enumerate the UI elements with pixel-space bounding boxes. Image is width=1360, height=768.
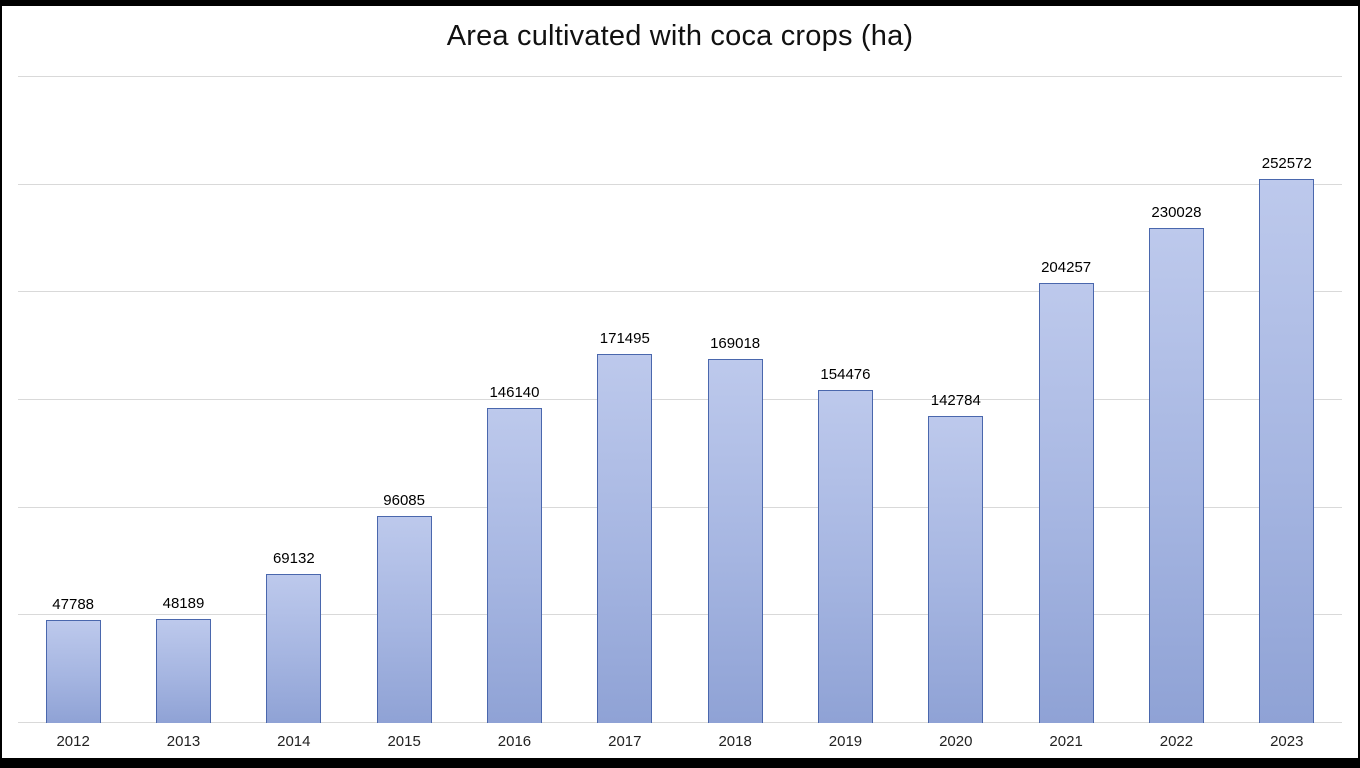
x-axis-label: 2023 [1270, 733, 1304, 750]
bar [486, 408, 542, 723]
x-axis-label: 2018 [718, 733, 752, 750]
bar-group: 154476 [790, 77, 900, 723]
bar-value-label: 142784 [930, 391, 981, 409]
bar-group: 96085 [349, 77, 459, 723]
gridline [18, 506, 1342, 508]
bar-value-label: 252572 [1261, 155, 1312, 173]
x-axis-label: 2015 [387, 733, 421, 750]
x-axis-label: 2013 [166, 733, 201, 750]
bar-value-label: 204257 [1041, 259, 1092, 277]
gridline [18, 722, 1342, 723]
bar-group: 230028 [1121, 77, 1231, 723]
bar [266, 574, 322, 723]
bar-group: 169018 [680, 77, 790, 723]
bar [928, 415, 984, 723]
bar [45, 620, 101, 723]
bar-value-label: 146140 [489, 384, 540, 402]
bar-group: 146140 [459, 77, 569, 723]
bar [155, 619, 211, 723]
plot-area: 47788 48189 69132 96085 146140 171495 169018 15… [18, 76, 1342, 723]
bar-value-label: 69132 [272, 550, 315, 568]
bar-series: 47788 48189 69132 96085 146140 171495 169018 15… [18, 77, 1342, 723]
x-axis-labels: 2012 2013 2014 2015 2016 2017 2018 2019 2020 2021… [18, 723, 1342, 750]
bar-value-label: 171495 [599, 329, 650, 347]
bar-value-label: 47788 [52, 596, 95, 614]
gridline [18, 614, 1342, 616]
x-axis-label: 2019 [828, 733, 863, 750]
x-axis-label: 2016 [497, 733, 532, 750]
x-axis-label: 2012 [56, 733, 90, 750]
gridline [18, 291, 1342, 293]
bar-group: 171495 [570, 77, 680, 723]
bar-value-label: 48189 [162, 595, 205, 613]
bar [707, 359, 763, 723]
x-axis-label: 2021 [1049, 733, 1083, 750]
bar [1148, 227, 1204, 723]
bar-value-label: 230028 [1151, 203, 1202, 221]
bar-group: 142784 [901, 77, 1011, 723]
x-axis-label: 2022 [1159, 733, 1194, 750]
gridline [18, 183, 1342, 185]
bar-group: 69132 [239, 77, 349, 723]
bar-value-label: 154476 [820, 366, 871, 384]
x-axis-label: 2017 [608, 733, 642, 750]
chart-title: Area cultivated with coca crops (ha) [446, 20, 914, 52]
bar [817, 390, 873, 723]
x-axis-label: 2014 [277, 733, 311, 750]
bar-value-label: 96085 [383, 492, 425, 510]
x-axis-label: 2020 [939, 733, 973, 750]
bar-value-label: 169018 [710, 335, 761, 353]
bar [1038, 283, 1094, 723]
bar-group: 47788 [18, 77, 128, 723]
bar [1259, 179, 1315, 723]
bar [376, 516, 432, 723]
gridline [18, 76, 1342, 77]
chart-area: Area cultivated with coca crops (ha) 477… [2, 6, 1358, 758]
bar-group: 204257 [1011, 77, 1121, 723]
bar [597, 353, 653, 723]
gridline [18, 399, 1342, 400]
bar-group: 252572 [1232, 77, 1342, 723]
bar-group: 48189 [128, 77, 238, 723]
